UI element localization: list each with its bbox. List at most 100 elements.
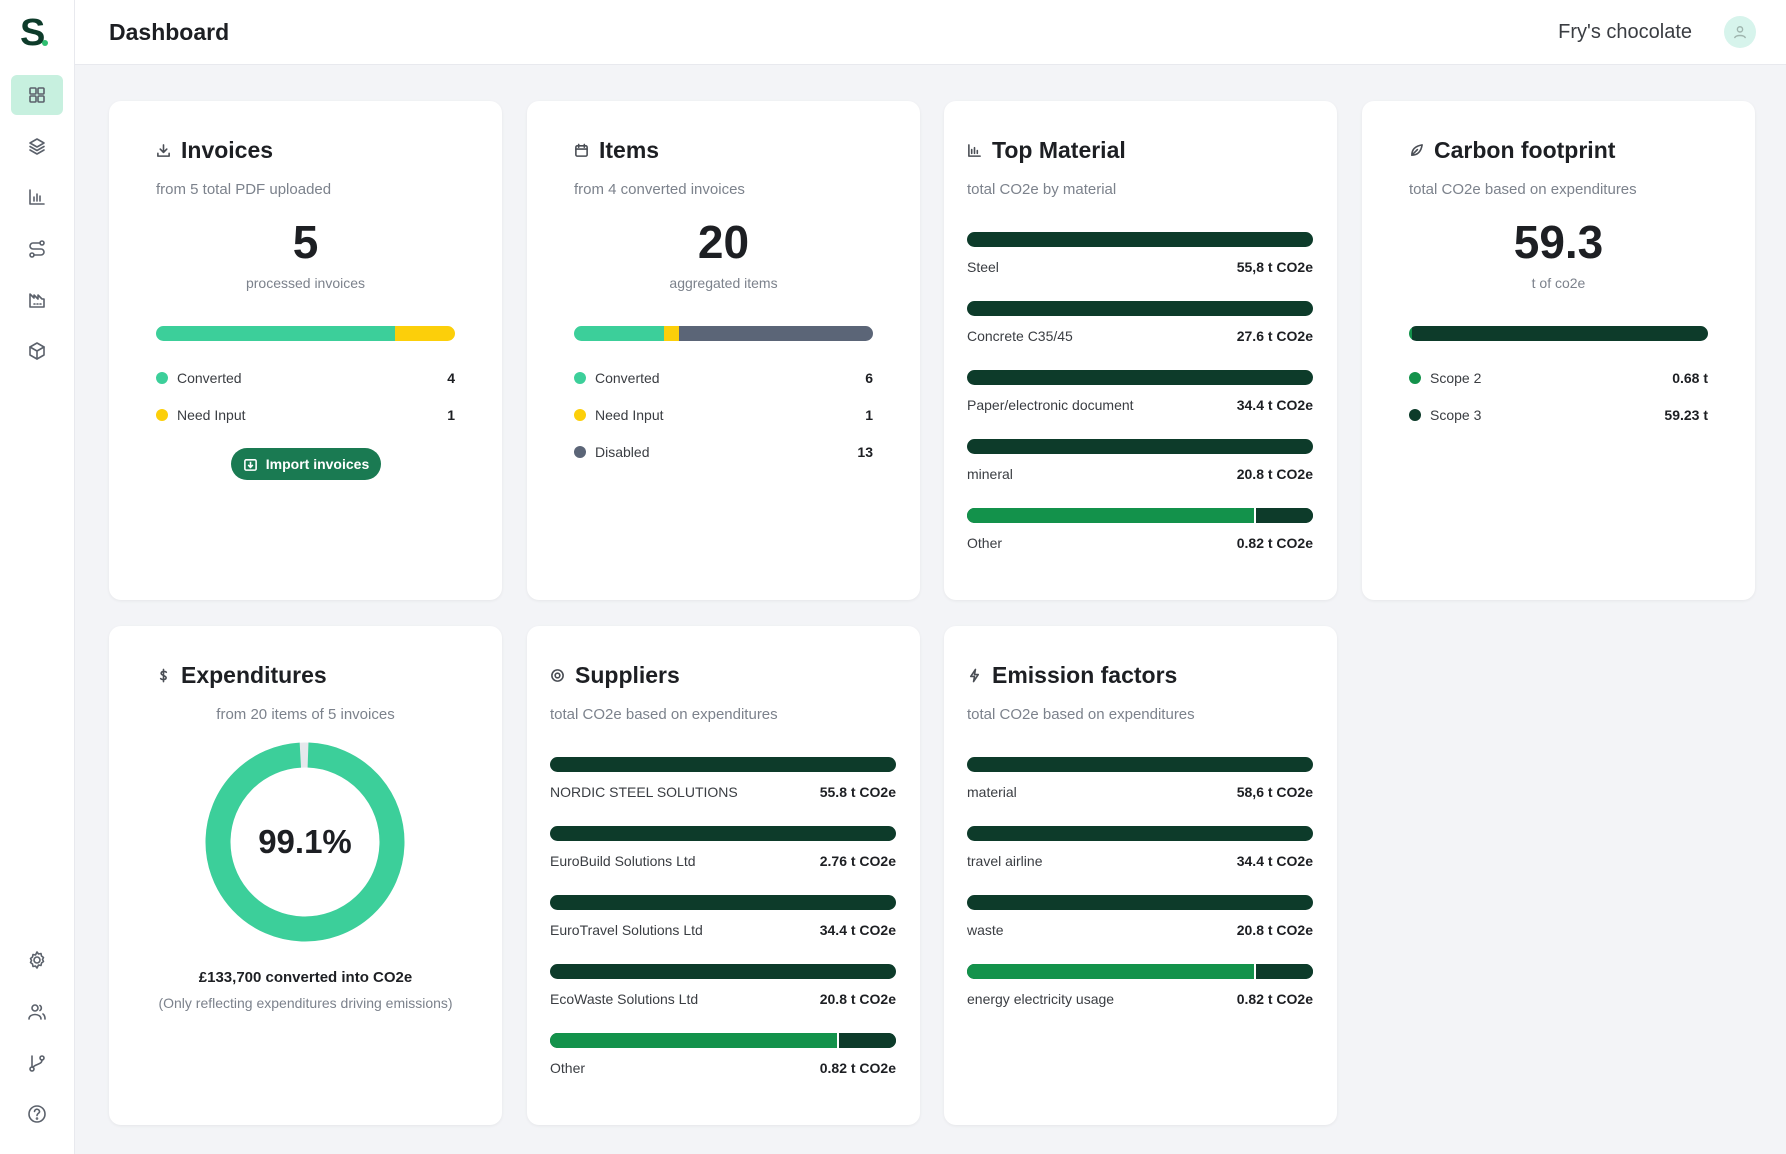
card-subtitle: total CO2e based on expenditures <box>967 706 1195 723</box>
converted-percent: 99.1% <box>258 823 352 860</box>
card-title: Invoices <box>181 137 274 163</box>
card-subtitle: total CO2e based on expenditures <box>550 706 778 723</box>
card-title: Emission factors <box>992 662 1178 688</box>
legend-item: Scope 2 0.68 t <box>1409 359 1708 396</box>
bar-track <box>967 508 1313 523</box>
bar-label: Other <box>967 535 1003 551</box>
sidebar-item-help[interactable] <box>11 1094 63 1134</box>
legend-label: Need Input <box>177 406 246 423</box>
bar-segment-dark <box>1254 508 1313 523</box>
legend-value: 4 <box>447 369 455 386</box>
page-title: Dashboard <box>109 19 230 45</box>
card-title: Items <box>599 137 660 163</box>
card-title: Expenditures <box>181 662 327 688</box>
carbon-footprint-card: Carbon footprint total CO2e based on exp… <box>1362 101 1755 600</box>
card-subtitle: from 5 total PDF uploaded <box>156 181 332 198</box>
bar-row[interactable]: Other 0.82 t CO2e <box>967 508 1313 577</box>
bar-track <box>550 964 896 979</box>
bar-label: EuroBuild Solutions Ltd <box>550 853 696 869</box>
bar-label: material <box>967 784 1017 800</box>
legend-label: Scope 2 <box>1430 369 1482 386</box>
bar-row[interactable]: EcoWaste Solutions Ltd 20.8 t CO2e <box>550 964 896 1033</box>
sidebar-item-package[interactable] <box>11 331 63 371</box>
bar-track <box>967 232 1313 247</box>
sidebar-item-factory[interactable] <box>11 280 63 320</box>
legend-dot <box>1409 408 1421 421</box>
bar-row[interactable]: Paper/electronic document 34.4 t CO2e <box>967 370 1313 439</box>
bar-track <box>550 895 896 910</box>
sidebar-item-route[interactable] <box>11 229 63 269</box>
bar-label: NORDIC STEEL SOLUTIONS <box>550 784 738 800</box>
bar-value: 0.82 t CO2e <box>1236 535 1313 551</box>
converted-amount: £133,700 converted into CO2e <box>198 969 413 986</box>
bar-label: waste <box>967 922 1004 938</box>
bar-value: 20.8 t CO2e <box>819 991 896 1007</box>
sidebar-item-git-branch[interactable] <box>11 1043 63 1083</box>
card-subtitle: total CO2e based on expenditures <box>1409 181 1637 198</box>
route-icon <box>29 240 45 258</box>
logo[interactable]: S <box>20 12 49 55</box>
bar-row[interactable]: Other 0.82 t CO2e <box>550 1033 896 1102</box>
sidebar-item-users[interactable] <box>11 992 63 1032</box>
bar-row[interactable]: Concrete C35/45 27.6 t CO2e <box>967 301 1313 370</box>
card-title: Carbon footprint <box>1434 137 1616 163</box>
git-branch-icon <box>29 1055 45 1072</box>
bar-segment-green <box>967 508 1255 523</box>
supplier-icon <box>551 669 564 682</box>
card-subtitle: total CO2e by material <box>967 181 1117 198</box>
bar-track <box>967 757 1313 772</box>
sidebar-item-layers[interactable] <box>11 126 63 166</box>
legend-label: Scope 3 <box>1430 406 1482 423</box>
scope-bar <box>1409 326 1708 341</box>
value-label: processed invoices <box>245 275 366 291</box>
legend-dot <box>156 408 168 421</box>
bar-row[interactable]: EuroBuild Solutions Ltd 2.76 t CO2e <box>550 826 896 895</box>
bar-value: 58,6 t CO2e <box>1236 784 1313 800</box>
import-invoices-button[interactable]: Import invoices <box>231 448 381 480</box>
bar-track <box>550 757 896 772</box>
suppliers-card: Suppliers total CO2e based on expenditur… <box>527 626 920 1125</box>
bar-row[interactable]: mineral 20.8 t CO2e <box>967 439 1313 508</box>
organization-name[interactable]: Fry's chocolate <box>1558 21 1692 43</box>
legend-item: Disabled 13 <box>574 433 873 470</box>
sidebar-item-dashboard[interactable] <box>11 75 63 115</box>
bar-segment <box>156 326 396 341</box>
sidebar-item-settings[interactable] <box>11 940 63 980</box>
bar-segment <box>1412 326 1708 341</box>
legend-value: 1 <box>865 406 873 423</box>
top-material-card: Top Material total CO2e by material Stee… <box>944 101 1337 600</box>
settings-icon <box>29 951 45 969</box>
bar-track <box>967 370 1313 385</box>
bar-label: Concrete C35/45 <box>967 328 1073 344</box>
legend-label: Converted <box>177 369 242 386</box>
bar-value: 27.6 t CO2e <box>1236 328 1313 344</box>
bar-row[interactable]: EuroTravel Solutions Ltd 34.4 t CO2e <box>550 895 896 964</box>
bar-label: mineral <box>967 466 1013 482</box>
card-subtitle: from 4 converted invoices <box>574 181 745 198</box>
bar-label: EcoWaste Solutions Ltd <box>550 991 699 1007</box>
bar-row[interactable]: NORDIC STEEL SOLUTIONS 55.8 t CO2e <box>550 757 896 826</box>
value-label: aggregated items <box>669 275 778 291</box>
bar-segment-green <box>550 1033 838 1048</box>
bar-segment <box>678 326 873 341</box>
bar-row[interactable]: energy electricity usage 0.82 t CO2e <box>967 964 1313 1033</box>
bar-segment <box>1409 326 1413 341</box>
value-label: t of co2e <box>1531 275 1586 291</box>
note: (Only reflecting expenditures driving em… <box>158 995 453 1011</box>
donut-arc <box>205 742 405 942</box>
header: Dashboard Fry's chocolate <box>75 0 1786 65</box>
supplier-bars: NORDIC STEEL SOLUTIONS 55.8 t CO2e EuroBui… <box>550 757 896 1102</box>
bar-row[interactable]: waste 20.8 t CO2e <box>967 895 1313 964</box>
legend-value: 6 <box>865 369 873 386</box>
bar-segment <box>663 326 679 341</box>
legend-label: Converted <box>595 369 660 386</box>
bar-value: 34.4 t CO2e <box>819 922 896 938</box>
factory-icon <box>29 293 45 308</box>
bar-value: 34.4 t CO2e <box>1236 853 1313 869</box>
bar-row[interactable]: material 58,6 t CO2e <box>967 757 1313 826</box>
legend-dot <box>156 371 168 384</box>
sidebar-item-bar-chart[interactable] <box>11 177 63 217</box>
bar-row[interactable]: travel airline 34.4 t CO2e <box>967 826 1313 895</box>
avatar[interactable] <box>1724 16 1756 48</box>
bar-row[interactable]: Steel 55,8 t CO2e <box>967 232 1313 301</box>
